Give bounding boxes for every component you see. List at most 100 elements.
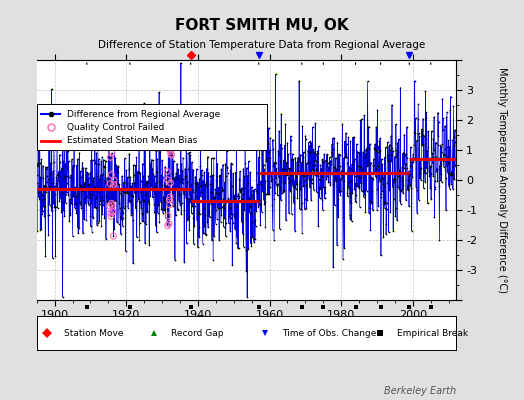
Point <box>258 189 267 195</box>
Point <box>366 141 374 147</box>
Point <box>362 169 370 176</box>
Point <box>424 128 432 134</box>
Point <box>43 166 51 173</box>
Point <box>343 154 351 160</box>
Point <box>354 173 363 180</box>
Point <box>156 178 165 184</box>
Point <box>45 212 53 218</box>
Point <box>357 164 365 170</box>
Point <box>199 177 207 184</box>
Point <box>299 149 308 155</box>
Point <box>237 219 246 225</box>
Point <box>174 207 182 214</box>
Point <box>278 145 286 151</box>
Point <box>358 170 367 177</box>
Point <box>218 184 226 191</box>
Point <box>400 131 408 138</box>
Point <box>106 203 114 209</box>
Point <box>266 184 274 190</box>
Point <box>314 175 323 182</box>
Point <box>351 197 359 204</box>
Point <box>249 236 258 242</box>
Point <box>133 198 141 204</box>
Point <box>351 173 359 179</box>
Point <box>80 181 88 187</box>
Point <box>206 189 215 195</box>
Point <box>62 136 70 142</box>
Point <box>46 172 54 178</box>
Point <box>118 223 127 229</box>
Point <box>88 228 96 235</box>
Point <box>263 157 271 164</box>
Point <box>62 191 70 197</box>
Point <box>420 156 429 162</box>
Point <box>401 151 409 158</box>
Point <box>313 148 322 154</box>
Point <box>33 172 41 178</box>
Point <box>170 177 179 184</box>
Point <box>270 196 279 202</box>
Point <box>408 155 416 162</box>
Point <box>304 139 313 146</box>
Point <box>155 219 163 225</box>
Point <box>258 172 267 178</box>
Point <box>117 188 125 194</box>
Point <box>206 181 215 187</box>
Point <box>89 214 97 220</box>
Point <box>441 123 449 130</box>
Point <box>438 141 446 147</box>
Point <box>400 165 408 171</box>
Point <box>147 162 156 169</box>
Point <box>325 159 333 165</box>
Point <box>155 89 163 96</box>
Point <box>423 200 432 207</box>
Point <box>67 174 75 181</box>
Point <box>405 172 413 179</box>
Point <box>295 155 303 161</box>
Point <box>419 132 427 138</box>
Point <box>190 222 199 229</box>
Point <box>287 133 295 139</box>
Point <box>397 187 406 194</box>
Point <box>141 125 149 132</box>
Point <box>354 183 363 190</box>
Point <box>358 166 367 172</box>
Point <box>205 213 214 220</box>
Point <box>447 172 456 178</box>
Point <box>75 201 84 207</box>
Point <box>283 165 292 172</box>
Point <box>316 186 325 193</box>
Point <box>130 180 139 186</box>
Point <box>306 149 314 155</box>
Point <box>203 184 211 191</box>
Point <box>380 182 388 189</box>
Point <box>451 127 459 133</box>
Point <box>70 129 79 135</box>
Point <box>61 160 69 167</box>
Point <box>38 210 46 217</box>
Point <box>57 209 66 216</box>
Point <box>349 169 357 176</box>
Point <box>192 166 201 172</box>
Point <box>297 183 305 190</box>
Point <box>38 196 46 203</box>
Point <box>127 183 136 189</box>
Point <box>121 203 129 209</box>
Point <box>250 200 258 206</box>
Text: Berkeley Earth: Berkeley Earth <box>384 386 456 396</box>
Point <box>380 154 389 160</box>
Point <box>80 182 89 189</box>
Point <box>337 188 345 194</box>
Point <box>282 159 291 165</box>
Point <box>304 159 313 166</box>
Point <box>235 193 243 199</box>
Point <box>372 148 380 155</box>
Point <box>177 211 185 218</box>
Point <box>292 171 300 177</box>
Point <box>257 178 265 185</box>
Point <box>134 196 143 202</box>
Point <box>389 196 398 202</box>
Point <box>175 198 183 204</box>
Point <box>35 196 43 202</box>
Point <box>300 169 309 176</box>
